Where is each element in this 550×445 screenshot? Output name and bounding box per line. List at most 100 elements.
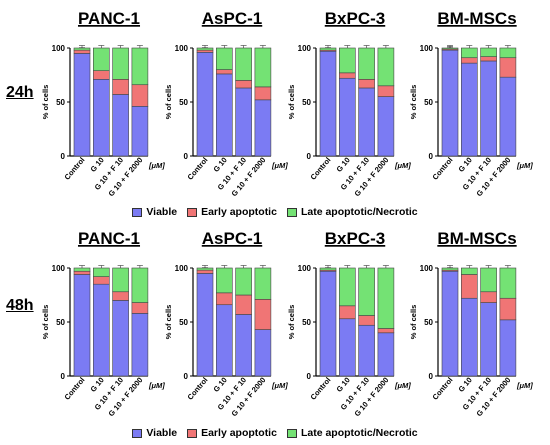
y-axis-label: % of cells [287, 85, 296, 120]
y-tick-label: 100 [52, 264, 66, 273]
legend-swatch-late-apoptotic [286, 428, 297, 438]
bar-early-apoptotic-g-10-f-2000 [377, 328, 395, 334]
legend-label-viable: Viable [146, 206, 178, 218]
y-axis-label: % of cells [41, 305, 50, 340]
bar-late-apoptotic-necrotic-control [73, 267, 91, 272]
bar-early-apoptotic-g-10 [93, 70, 110, 80]
chart-title: PANC-1 [78, 229, 140, 248]
bar-late-apoptotic-necrotic-g-10-f-2000 [377, 267, 395, 329]
y-tick-label: 50 [302, 98, 311, 107]
bar-viable-g-10-f-2000 [254, 329, 272, 377]
bar-late-apoptotic-necrotic-g-10 [460, 267, 478, 275]
bar-early-apoptotic-g-10-f-10 [112, 79, 129, 95]
units-label: [μM] [271, 161, 288, 170]
y-tick-label: 100 [298, 264, 312, 273]
row-label-48h: 48h [6, 297, 34, 314]
bar-viable-control [196, 52, 214, 157]
y-axis-label: % of cells [41, 85, 50, 120]
y-tick-label: 100 [420, 264, 434, 273]
bar-early-apoptotic-g-10-f-10 [358, 315, 375, 326]
legend-item-early-apoptotic: Early apoptotic [187, 206, 277, 218]
bar-late-apoptotic-necrotic-control [441, 267, 459, 271]
bar-viable-g-10 [93, 283, 110, 377]
bar-viable-g-10-f-10 [235, 314, 252, 377]
bar-early-apoptotic-g-10-f-10 [235, 80, 252, 89]
legend-24h: Viable Early apoptotic Late apoptotic/Ne… [0, 206, 550, 218]
bar-late-apoptotic-necrotic-control [441, 47, 459, 50]
bar-late-apoptotic-necrotic-g-10-f-10 [480, 47, 497, 57]
bar-viable-g-10-f-2000 [499, 319, 517, 377]
bar-late-apoptotic-necrotic-g-10-f-2000 [499, 47, 517, 59]
x-tick-label-g-10: G 10 [456, 156, 473, 174]
bar-early-apoptotic-g-10 [460, 57, 478, 64]
bar-viable-g-10 [338, 318, 356, 377]
y-tick-label: 0 [307, 372, 312, 381]
x-tick-label-control: Control [430, 376, 454, 402]
bar-early-apoptotic-g-10-f-2000 [254, 86, 272, 101]
legend-item-viable: Viable [132, 427, 177, 439]
y-tick-label: 50 [424, 318, 433, 327]
chart-title: PANC-1 [78, 9, 140, 28]
legend-swatch-viable [132, 207, 143, 217]
x-tick-label-g-10: G 10 [334, 156, 351, 174]
chart-title: BxPC-3 [325, 9, 385, 28]
legend-48h: Viable Early apoptotic Late apoptotic/Ne… [0, 427, 550, 439]
y-axis-label: % of cells [287, 305, 296, 340]
legend-item-late-apoptotic: Late apoptotic/Necrotic [286, 206, 418, 218]
bar-early-apoptotic-g-10-f-2000 [499, 297, 517, 321]
row-label-24h: 24h [6, 84, 34, 101]
y-tick-label: 100 [175, 44, 189, 53]
bar-viable-g-10-f-2000 [254, 99, 272, 157]
y-tick-label: 0 [184, 372, 189, 381]
x-tick-label-g-10: G 10 [334, 376, 351, 394]
bar-late-apoptotic-necrotic-g-10-f-10 [112, 47, 129, 80]
y-tick-label: 50 [56, 98, 65, 107]
y-tick-label: 0 [307, 152, 312, 161]
bar-late-apoptotic-necrotic-g-10-f-2000 [254, 267, 272, 300]
y-tick-label: 50 [424, 98, 433, 107]
bar-early-apoptotic-g-10 [338, 72, 356, 79]
bar-late-apoptotic-necrotic-g-10-f-2000 [254, 47, 272, 88]
bar-late-apoptotic-necrotic-control [73, 47, 91, 51]
legend-swatch-late-apoptotic [286, 207, 297, 217]
x-tick-label-g-10: G 10 [88, 156, 105, 174]
bar-late-apoptotic-necrotic-g-10 [338, 267, 356, 307]
x-tick-label-g-10: G 10 [88, 376, 105, 394]
chart-title: AsPC-1 [202, 9, 262, 28]
bar-late-apoptotic-necrotic-g-10 [93, 267, 110, 277]
bar-viable-g-10-f-10 [358, 87, 375, 157]
bar-early-apoptotic-g-10-f-2000 [131, 84, 149, 107]
units-label: [μM] [148, 161, 165, 170]
bar-viable-g-10-f-10 [358, 324, 375, 377]
bar-late-apoptotic-necrotic-control [319, 267, 337, 271]
y-tick-label: 100 [52, 44, 66, 53]
bar-viable-g-10-f-10 [480, 302, 497, 377]
bar-viable-g-10-f-10 [235, 87, 252, 157]
chart-title: BxPC-3 [325, 229, 385, 248]
y-tick-label: 50 [302, 318, 311, 327]
bar-early-apoptotic-g-10-f-10 [112, 291, 129, 301]
x-tick-label-control: Control [62, 376, 86, 402]
bar-viable-g-10-f-10 [112, 300, 129, 377]
bar-early-apoptotic-g-10 [216, 69, 233, 75]
bar-late-apoptotic-necrotic-control [196, 267, 214, 271]
x-tick-label-control: Control [430, 156, 454, 182]
bar-viable-g-10 [460, 62, 478, 157]
bar-early-apoptotic-g-10-f-2000 [377, 85, 395, 97]
bar-early-apoptotic-g-10 [93, 276, 110, 285]
legend-label-late-apoptotic: Late apoptotic/Necrotic [300, 206, 418, 218]
bar-late-apoptotic-necrotic-g-10-f-10 [235, 267, 252, 296]
y-tick-label: 0 [184, 152, 189, 161]
bar-early-apoptotic-g-10 [216, 292, 233, 306]
bar-viable-g-10 [216, 73, 233, 157]
x-tick-label-g-10: G 10 [456, 376, 473, 394]
bar-late-apoptotic-necrotic-g-10 [93, 47, 110, 71]
bar-late-apoptotic-necrotic-g-10 [460, 47, 478, 59]
bar-late-apoptotic-necrotic-g-10-f-10 [358, 47, 375, 80]
bar-viable-g-10-f-10 [112, 94, 129, 157]
legend-label-early-apoptotic: Early apoptotic [201, 427, 277, 439]
